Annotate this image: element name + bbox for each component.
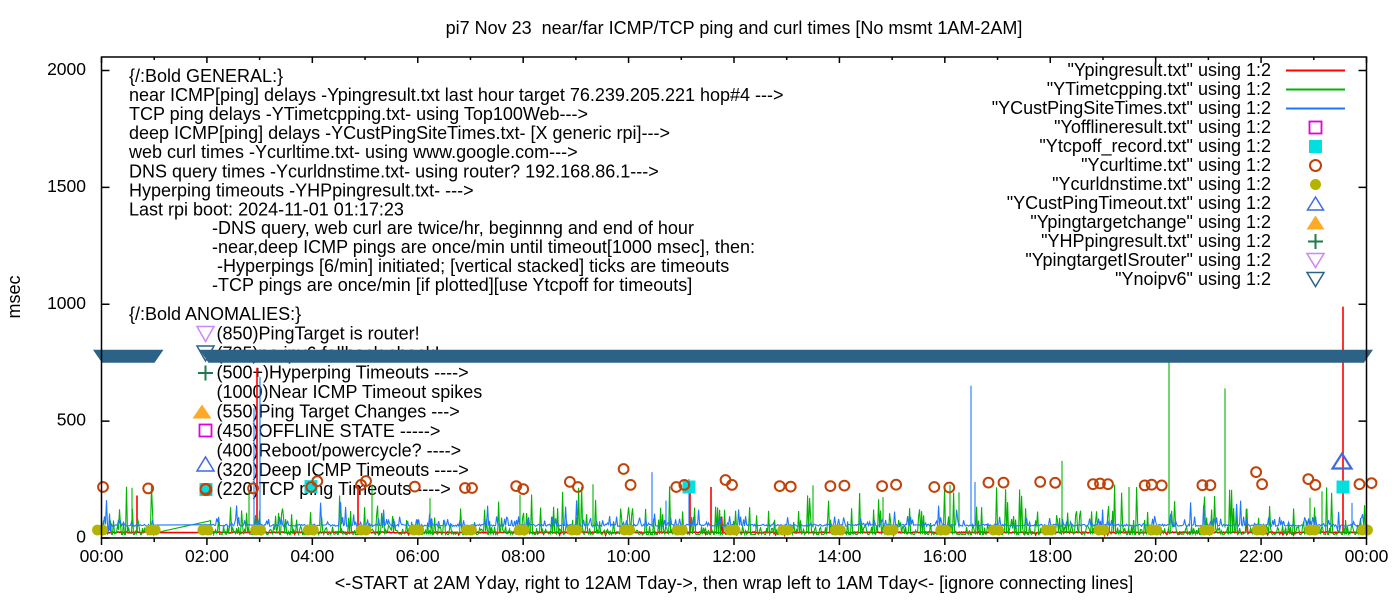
svg-text:"YCustPingTimeout.txt" using 1: "YCustPingTimeout.txt" using 1:2 [1007, 193, 1271, 213]
svg-text:500: 500 [57, 410, 86, 430]
svg-text:"Ypingresult.txt" using 1:2: "Ypingresult.txt" using 1:2 [1067, 60, 1271, 80]
svg-text:0: 0 [76, 527, 86, 547]
svg-text:06:00: 06:00 [396, 546, 440, 566]
svg-text:TCP ping delays -YTimetcpping.: TCP ping delays -YTimetcpping.txt- using… [129, 104, 588, 124]
svg-text:2000: 2000 [47, 59, 86, 79]
svg-text:00:00: 00:00 [80, 546, 124, 566]
svg-text:Last rpi boot: 2024-11-01 01:1: Last rpi boot: 2024-11-01 01:17:23 [129, 199, 404, 219]
svg-text:(550)Ping Target Changes --->: (550)Ping Target Changes ---> [217, 402, 460, 422]
svg-text:{/:Bold ANOMALIES:}: {/:Bold ANOMALIES:} [129, 304, 301, 324]
svg-text:1000: 1000 [47, 293, 86, 313]
svg-text:(500+)Hyperping Timeouts ---->: (500+)Hyperping Timeouts ----> [217, 363, 469, 383]
svg-text:02:00: 02:00 [185, 546, 229, 566]
svg-text:{/:Bold GENERAL:}: {/:Bold GENERAL:} [129, 66, 283, 86]
svg-text:msec: msec [4, 275, 24, 318]
svg-text:near ICMP[ping] delays -Ypingr: near ICMP[ping] delays -Ypingresult.txt … [129, 85, 784, 105]
svg-text:10:00: 10:00 [607, 546, 651, 566]
svg-text:"YpingtargetISrouter" using 1:: "YpingtargetISrouter" using 1:2 [1025, 250, 1271, 270]
svg-text:(450)OFFLINE STATE ----->: (450)OFFLINE STATE -----> [217, 421, 441, 441]
svg-text:18:00: 18:00 [1028, 546, 1072, 566]
svg-text:16:00: 16:00 [923, 546, 967, 566]
svg-text:14:00: 14:00 [818, 546, 862, 566]
svg-text:22:00: 22:00 [1239, 546, 1283, 566]
svg-text:Hyperping timeouts -YHPpingres: Hyperping timeouts -YHPpingresult.txt- -… [129, 180, 474, 200]
svg-text:(220)TCP ping Timeouts ---->: (220)TCP ping Timeouts ----> [217, 479, 451, 499]
svg-text:"Yofflineresult.txt" using 1:2: "Yofflineresult.txt" using 1:2 [1054, 117, 1271, 137]
svg-text:12:00: 12:00 [712, 546, 756, 566]
svg-text:04:00: 04:00 [290, 546, 334, 566]
svg-text:1500: 1500 [47, 176, 86, 196]
svg-text:pi7 Nov 23 near/far ICMP/TCP: pi7 Nov 23 near/far ICMP/TCP ping and cu… [446, 18, 1023, 38]
svg-text:"YHPpingresult.txt" using 1:2: "YHPpingresult.txt" using 1:2 [1041, 231, 1271, 251]
svg-text:"YCustPingSiteTimes.txt" using: "YCustPingSiteTimes.txt" using 1:2 [992, 98, 1271, 118]
svg-text:<-START at 2AM Yday, right to: <-START at 2AM Yday, right to 12AM Tday-… [335, 573, 1134, 593]
svg-text:deep ICMP[ping] delays -YCustP: deep ICMP[ping] delays -YCustPingSiteTim… [129, 123, 670, 143]
svg-text:web curl times -Ycurltime.txt-: web curl times -Ycurltime.txt- using www… [128, 142, 578, 162]
svg-text:DNS query times -Ycurldnstime.: DNS query times -Ycurldnstime.txt- using… [129, 161, 659, 181]
svg-text:(1000)Near ICMP Timeout spikes: (1000)Near ICMP Timeout spikes [217, 382, 483, 402]
svg-text:(400)Reboot/powercycle? ---->: (400)Reboot/powercycle? ----> [217, 441, 462, 461]
svg-text:08:00: 08:00 [501, 546, 545, 566]
svg-text:-DNS query, web curl are twice: -DNS query, web curl are twice/hr, begin… [212, 218, 694, 238]
svg-text:-Hyperpings [6/min] initiated;: -Hyperpings [6/min] initiated; [vertical… [217, 256, 729, 276]
svg-text:-near,deep ICMP pings are once: -near,deep ICMP pings are once/min until… [212, 237, 755, 257]
svg-text:"Ycurldnstime.txt" using 1:2: "Ycurldnstime.txt" using 1:2 [1052, 174, 1271, 194]
svg-text:(850)PingTarget is router!: (850)PingTarget is router! [217, 324, 420, 344]
svg-text:(320)Deep ICMP Timeouts ---->: (320)Deep ICMP Timeouts ----> [217, 460, 469, 480]
svg-text:"Ypingtargetchange" using 1:2: "Ypingtargetchange" using 1:2 [1030, 212, 1271, 232]
svg-text:-TCP pings are once/min [if pl: -TCP pings are once/min [if plotted][use… [212, 275, 692, 295]
svg-text:20:00: 20:00 [1134, 546, 1178, 566]
svg-text:"YTimetcpping.txt" using 1:2: "YTimetcpping.txt" using 1:2 [1047, 79, 1271, 99]
svg-text:"Ytcpoff_record.txt" using 1:2: "Ytcpoff_record.txt" using 1:2 [1039, 136, 1271, 157]
svg-text:"Ynoipv6" using 1:2: "Ynoipv6" using 1:2 [1115, 269, 1271, 289]
svg-text:00:00: 00:00 [1345, 546, 1389, 566]
svg-text:"Ycurltime.txt" using 1:2: "Ycurltime.txt" using 1:2 [1081, 155, 1271, 175]
